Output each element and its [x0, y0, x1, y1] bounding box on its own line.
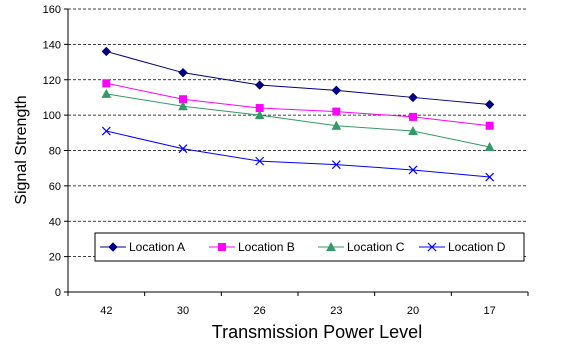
legend-item: Location A	[100, 240, 185, 254]
diamond-marker	[101, 46, 112, 57]
diamond-marker	[484, 99, 495, 110]
axes	[64, 8, 529, 296]
square-marker	[332, 107, 341, 116]
x-tick-label: 30	[177, 305, 189, 317]
y-tick-label: 140	[43, 39, 61, 51]
x-axis-title: Transmission Power Level	[212, 322, 422, 342]
legend-label: Location C	[347, 240, 405, 254]
y-tick-label: 80	[49, 146, 61, 158]
x-marker	[408, 165, 418, 175]
x-tick-label: 23	[330, 305, 342, 317]
x-marker-stroke	[255, 156, 265, 166]
legend: Location A Location B Location C Location D	[94, 232, 525, 262]
x-marker	[178, 144, 188, 154]
y-tick-label: 60	[49, 181, 61, 193]
x-tick-label: 26	[254, 305, 266, 317]
series-line	[106, 82, 490, 127]
diamond-marker	[108, 242, 118, 252]
legend-label: Location D	[448, 240, 506, 254]
y-tick-label: 20	[49, 252, 61, 264]
square-marker	[218, 243, 226, 251]
triangle-marker	[254, 110, 265, 120]
x-marker-stroke	[427, 242, 437, 252]
square-marker	[409, 112, 417, 121]
series-location-c	[101, 88, 495, 151]
gridlines	[68, 8, 528, 258]
x-marker-stroke	[101, 126, 111, 136]
x-marker	[101, 126, 111, 136]
triangle-marker	[326, 241, 336, 251]
y-tick-label: 100	[43, 110, 61, 122]
x-marker	[485, 172, 495, 182]
triangle-marker	[484, 141, 495, 151]
x-tick-labels: 42 30 26 23 20 17	[100, 305, 496, 317]
series-line	[106, 50, 490, 106]
x-marker	[331, 160, 341, 170]
square-marker	[485, 121, 494, 130]
x-marker	[427, 242, 437, 252]
diamond-marker	[408, 92, 418, 103]
x-marker	[255, 156, 265, 166]
triangle-marker	[101, 88, 112, 98]
series-lines	[101, 46, 495, 182]
triangle-marker	[331, 120, 342, 130]
series-location-a	[101, 46, 495, 110]
y-tick-label: 120	[43, 75, 61, 87]
y-axis-title: Signal Strength	[13, 95, 30, 204]
y-tick-label: 0	[55, 287, 61, 299]
diamond-marker	[254, 80, 265, 90]
x-marker-stroke	[408, 165, 418, 175]
legend-label: Location A	[129, 240, 185, 254]
y-tick-label: 160	[43, 4, 61, 16]
x-tick-label: 20	[407, 305, 419, 317]
square-marker	[102, 79, 111, 88]
legend-item: Location C	[318, 240, 405, 254]
triangle-marker	[408, 125, 418, 136]
x-tick-label: 17	[484, 305, 496, 317]
y-tick-label: 40	[49, 216, 61, 228]
series-line	[106, 93, 490, 148]
y-tick-labels: 0 20 40 60 80 100 120 140 160	[43, 4, 61, 299]
x-marker-stroke	[485, 172, 495, 182]
legend-item: Location D	[419, 240, 506, 254]
legend-item: Location B	[209, 240, 295, 254]
diamond-marker	[331, 85, 342, 96]
series-line	[106, 130, 490, 178]
diamond-marker	[178, 67, 188, 78]
legend-box	[94, 232, 525, 262]
series-location-b	[102, 79, 494, 130]
x-marker-stroke	[178, 144, 188, 154]
legend-label: Location B	[238, 240, 295, 254]
x-marker-stroke	[331, 160, 341, 170]
x-tick-label: 42	[100, 305, 112, 317]
series-location-d	[101, 126, 495, 182]
triangle-marker	[178, 101, 188, 111]
